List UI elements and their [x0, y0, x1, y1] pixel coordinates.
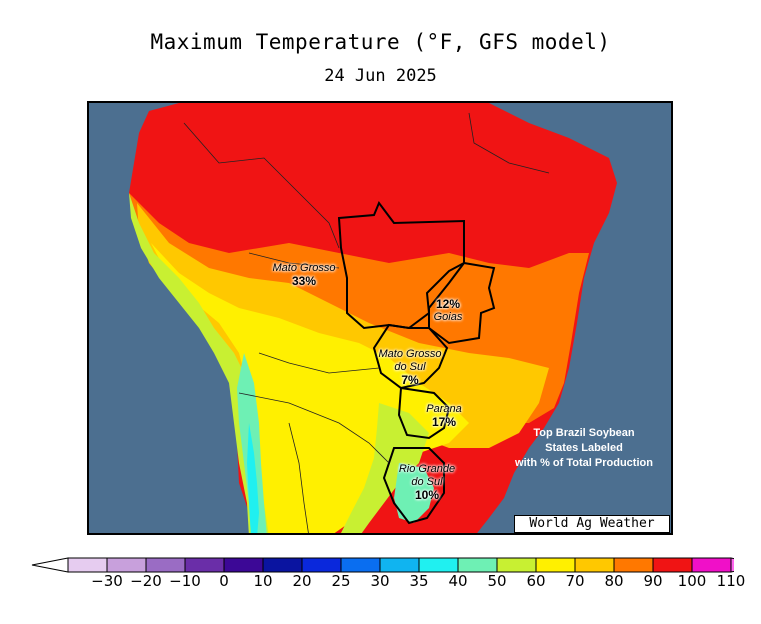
legend-swatch [106, 557, 147, 573]
legend-swatch [457, 557, 498, 573]
land-cyan [247, 423, 259, 533]
legend-swatch [691, 557, 732, 573]
credit-box: World Ag Weather [514, 515, 670, 533]
legend-tick-label: 35 [409, 572, 429, 590]
legend-tick-label: 20 [292, 572, 312, 590]
legend-tick-label: 70 [565, 572, 585, 590]
color-legend [31, 557, 734, 573]
legend-tick-label: 50 [487, 572, 507, 590]
legend-under-arrow [31, 557, 69, 573]
parana-outline [397, 386, 451, 440]
state-label-goias: 12% Goias [433, 297, 463, 324]
map-date: 24 Jun 2025 [324, 66, 437, 86]
legend-tick-label: 30 [370, 572, 390, 590]
map-title: Maximum Temperature (°F, GFS model) [150, 30, 611, 54]
state-label-rio-grande-do-sul: Rio Grande do Sul 10% [398, 463, 456, 502]
legend-swatch [418, 557, 459, 573]
legend-swatch [340, 557, 381, 573]
legend-swatch [223, 557, 264, 573]
land-green-south [394, 463, 434, 523]
goias-outline [428, 261, 496, 345]
land-amber [137, 203, 549, 448]
state-label-parana: Parana 17% [426, 403, 462, 429]
temperature-map [87, 101, 673, 535]
rio-grande-do-sul-outline [382, 447, 445, 525]
legend-swatch [613, 557, 654, 573]
legend-swatch [145, 557, 186, 573]
legend-swatch [379, 557, 420, 573]
legend-swatch [496, 557, 537, 573]
legend-tick-label: 90 [643, 572, 663, 590]
state-label-mato-grosso-do-sul: Mato Grosso do Sul 7% [378, 348, 442, 387]
state-label-mato-grosso: Mato Grosso 33% [272, 262, 336, 288]
legend-tick-label: 80 [604, 572, 624, 590]
legend-tick-label: −20 [130, 572, 162, 590]
legend-tick-label: 60 [526, 572, 546, 590]
legend-tick-label: 100 [677, 572, 707, 590]
legend-swatch [652, 557, 693, 573]
legend-tick-label: −30 [91, 572, 123, 590]
legend-swatch [301, 557, 342, 573]
legend-swatch [184, 557, 225, 573]
land-lime [129, 193, 269, 533]
mato-grosso-do-sul-outline [372, 323, 449, 390]
legend-tick-label: 25 [331, 572, 351, 590]
country-borders [183, 112, 550, 533]
state-outlines [337, 201, 496, 525]
legend-tick-label: 110 [716, 572, 746, 590]
legend-swatch [535, 557, 576, 573]
map-canvas [89, 103, 671, 533]
legend-tick-label: 10 [253, 572, 273, 590]
legend-swatch [67, 557, 108, 573]
legend-tick-label: −10 [169, 572, 201, 590]
legend-tick-label: 40 [448, 572, 468, 590]
legend-tick-label: 0 [219, 572, 229, 590]
legend-swatch [262, 557, 303, 573]
legend-swatch [574, 557, 615, 573]
mato-grosso-outline [337, 201, 465, 330]
legend-over-arrow [730, 557, 734, 573]
soybean-note: Top Brazil Soybean States Labeled with %… [515, 427, 653, 469]
